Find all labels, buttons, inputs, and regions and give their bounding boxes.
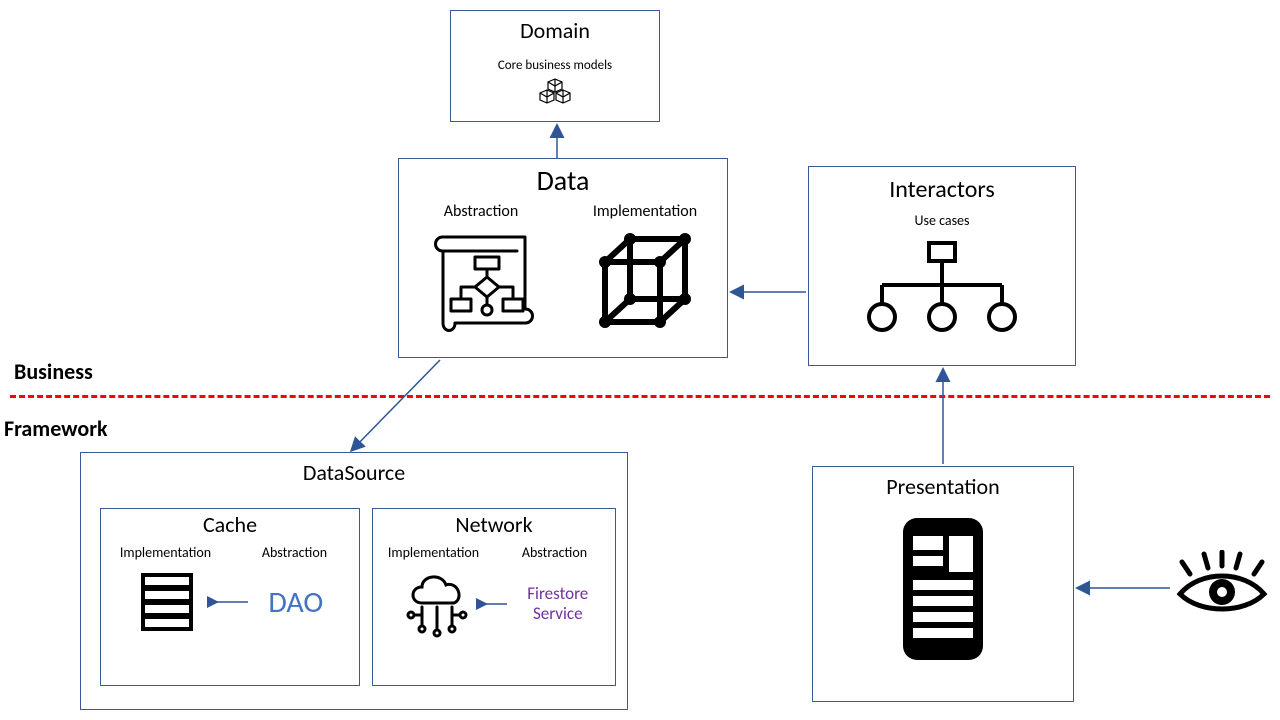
data-implementation-label: Implementation [563, 202, 727, 221]
firestore-service-label: Firestore Service [527, 584, 588, 623]
section-label-framework: Framework [4, 415, 108, 442]
divider-business-framework [10, 395, 1270, 398]
firestore-label-line2: Service [527, 604, 588, 624]
cache-title: Cache [101, 511, 359, 538]
network-abstraction-label: Abstraction [494, 544, 615, 561]
dao-label: DAO [268, 584, 323, 621]
network-implementation-label: Implementation [373, 544, 494, 561]
interactors-subtitle: Use cases [809, 212, 1075, 229]
data-box: Data Abstraction Implementation [398, 158, 728, 358]
presentation-title: Presentation [813, 473, 1073, 500]
presentation-box: Presentation [812, 466, 1074, 702]
eye-icon [1172, 550, 1272, 624]
blueprint-icon [421, 227, 541, 337]
cache-abstraction-label: Abstraction [230, 544, 359, 561]
cubes-icon [537, 77, 573, 105]
network-title: Network [373, 511, 615, 538]
domain-title: Domain [451, 17, 659, 44]
datasource-title: DataSource [81, 459, 627, 486]
cloud-compute-icon [400, 567, 474, 641]
use-cases-icon [857, 237, 1027, 337]
domain-box: Domain Core business models [450, 10, 660, 122]
data-title: Data [399, 163, 727, 198]
database-stack-icon [137, 571, 197, 633]
section-label-business: Business [14, 358, 93, 385]
arrow-dao-to-db [210, 594, 250, 610]
interactors-box: Interactors Use cases [808, 166, 1076, 366]
data-abstraction-label: Abstraction [399, 202, 563, 221]
interactors-title: Interactors [809, 175, 1075, 204]
cache-implementation-label: Implementation [101, 544, 230, 561]
arrow-firestore-to-cloud [479, 596, 509, 612]
mobile-screen-icon [893, 514, 993, 664]
network-box: Network Implementation Abstraction Fires… [372, 508, 616, 686]
firestore-label-line1: Firestore [527, 584, 588, 604]
cube-wireframe-icon [585, 227, 705, 337]
cache-box: Cache Implementation Abstraction DAO [100, 508, 360, 686]
domain-subtitle: Core business models [451, 58, 659, 73]
